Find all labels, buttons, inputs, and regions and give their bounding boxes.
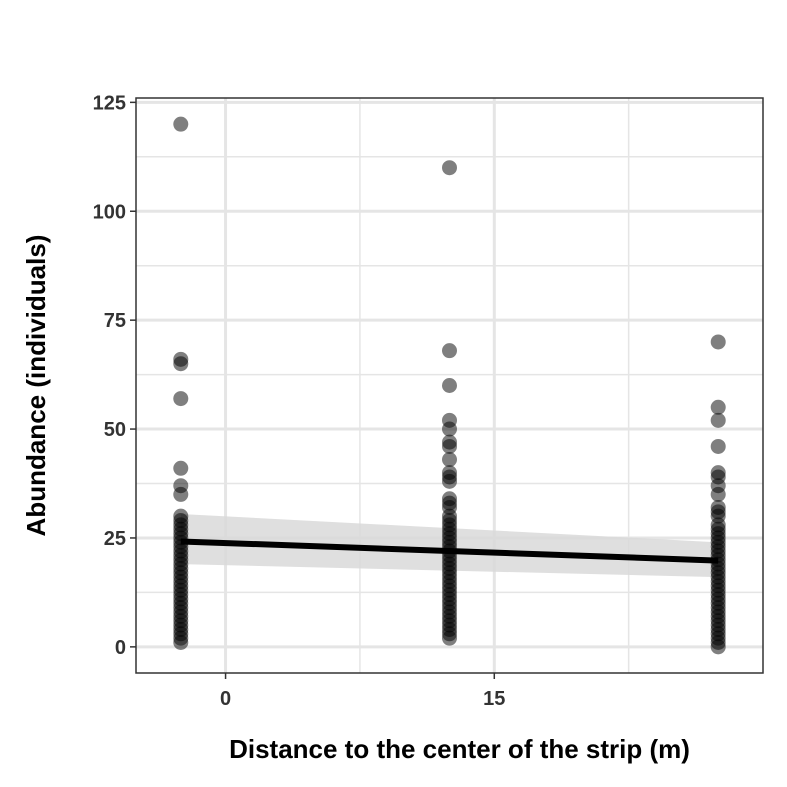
data-point xyxy=(710,399,726,415)
panel-border xyxy=(135,97,764,674)
data-point xyxy=(442,630,457,646)
data-point xyxy=(173,635,189,651)
data-point xyxy=(442,438,457,454)
data-point xyxy=(173,116,189,132)
y-axis-title: Abundance (individuals) xyxy=(21,235,51,537)
y-tick-label: 0 xyxy=(115,637,126,659)
data-point xyxy=(442,452,457,468)
data-point xyxy=(710,412,726,428)
y-tick-label: 125 xyxy=(93,92,126,114)
data-point xyxy=(710,438,726,454)
x-tick-label: 0 xyxy=(220,688,231,710)
x-axis-title: Distance to the center of the strip (m) xyxy=(229,734,690,764)
data-point xyxy=(442,343,457,359)
y-tick-label: 50 xyxy=(104,419,126,441)
data-point xyxy=(442,378,457,393)
data-point xyxy=(173,391,189,407)
data-point xyxy=(173,460,189,476)
points-layer xyxy=(173,116,726,655)
data-point xyxy=(710,334,726,350)
y-tick-label: 100 xyxy=(93,201,126,223)
data-point xyxy=(173,356,189,372)
data-point xyxy=(710,486,726,502)
y-tick-label: 25 xyxy=(104,528,126,550)
data-point xyxy=(442,421,457,437)
fit-line-layer xyxy=(180,538,719,564)
x-tick-label: 15 xyxy=(483,688,505,710)
y-tick-label: 75 xyxy=(104,310,126,332)
data-point xyxy=(710,639,726,655)
data-point xyxy=(442,473,457,489)
axis-ticks: 0 25 50 75 100 125 0 15 xyxy=(93,92,506,710)
data-point xyxy=(173,486,189,502)
data-point xyxy=(442,160,457,176)
fit-line xyxy=(180,538,719,564)
